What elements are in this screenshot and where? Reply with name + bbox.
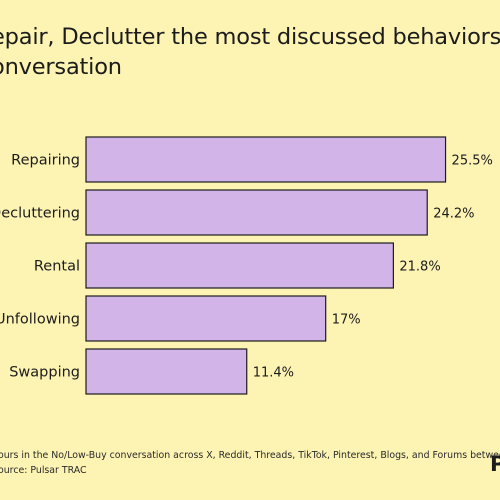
category-label-swapping: Swapping [9, 365, 80, 381]
bar-decluttering [85, 189, 428, 236]
category-label-repairing: Repairing [11, 153, 80, 169]
value-label-swapping: 11.4% [253, 366, 294, 381]
value-label-decluttering: 24.2% [433, 207, 474, 222]
category-label-unfollowing: Unfollowing [0, 312, 80, 328]
bar-rental [85, 242, 394, 289]
chart-title-line-1: epair, Declutter the most discussed beha… [0, 24, 500, 50]
footnote-source: ource: Pulsar TRAC [0, 464, 87, 476]
bar-unfollowing [85, 295, 327, 342]
value-label-rental: 21.8% [399, 260, 440, 275]
brand-logo: P [490, 452, 500, 476]
footnote: ours in the No/Low-Buy conversation acro… [0, 449, 500, 478]
footnote-line-1: ours in the No/Low-Buy conversation acro… [0, 450, 500, 461]
value-label-repairing: 25.5% [452, 154, 493, 169]
chart-title-line-2: onversation [0, 54, 122, 80]
bar-repairing [85, 136, 447, 183]
value-label-unfollowing: 17% [332, 313, 361, 328]
category-label-rental: Rental [34, 259, 80, 275]
chart-title: epair, Declutter the most discussed beha… [0, 22, 500, 82]
category-label-decluttering: Decluttering [0, 206, 80, 222]
bar-swapping [85, 348, 248, 395]
